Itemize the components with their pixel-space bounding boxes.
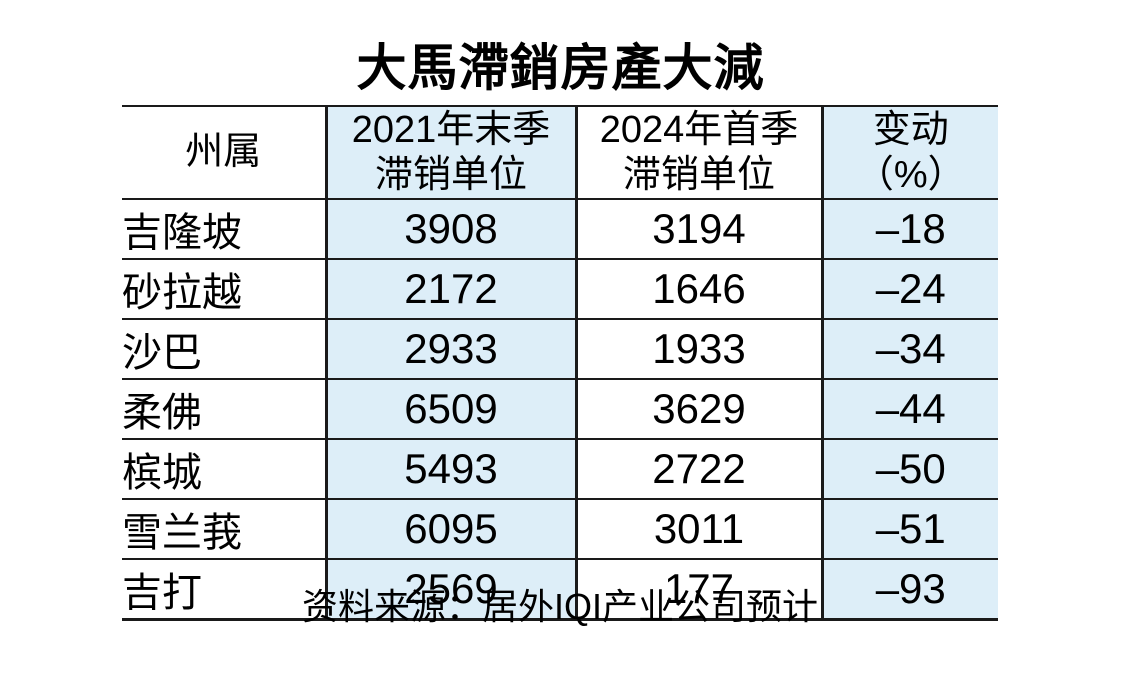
header-2021-line2: 滞销单位 (374, 153, 527, 196)
header-change-line1: 变动 (872, 108, 949, 151)
header-state-cell: 州属 (122, 105, 326, 200)
state-cell: 吉打 (122, 558, 326, 621)
units-2024-cell: 1646 (574, 258, 822, 320)
change-cell: –44 (820, 378, 998, 440)
table-row: 吉打 2569 177 –93 (122, 558, 998, 621)
table-row: 柔佛 6509 3629 –44 (122, 378, 998, 440)
header-2024-line2: 滞销单位 (622, 153, 775, 196)
table-row: 砂拉越 2172 1646 –24 (122, 258, 998, 320)
state-cell: 雪兰莪 (122, 498, 326, 560)
units-2024-cell: 3194 (574, 198, 822, 260)
header-change-cell: 变动 （%） (820, 105, 998, 200)
units-2021-cell: 3908 (324, 198, 576, 260)
change-cell: –18 (820, 198, 998, 260)
page-title: 大馬滯銷房產大減 (356, 40, 765, 96)
units-2021-cell: 2172 (324, 258, 576, 320)
table-row: 吉隆坡 3908 3194 –18 (122, 198, 998, 260)
table-row: 槟城 5493 2722 –50 (122, 438, 998, 500)
header-state-label: 州属 (185, 131, 262, 173)
state-cell: 柔佛 (122, 378, 326, 440)
state-cell: 砂拉越 (122, 258, 326, 320)
header-2021-cell: 2021年末季 滞销单位 (324, 105, 576, 200)
header-2021-line1: 2021年末季 (351, 108, 551, 151)
header-row: 州属 2021年末季 滞销单位 2024年首季 滞销单位 变动 （%） (122, 105, 998, 200)
units-2021-cell: 2933 (324, 318, 576, 380)
units-2024-cell: 1933 (574, 318, 822, 380)
units-2024-cell: 177 (574, 558, 822, 621)
units-2021-cell: 5493 (324, 438, 576, 500)
change-cell: –93 (820, 558, 998, 621)
change-cell: –34 (820, 318, 998, 380)
table-row: 沙巴 2933 1933 –34 (122, 318, 998, 380)
data-table: 州属 2021年末季 滞销单位 2024年首季 滞销单位 变动 （%） 吉隆坡 (122, 105, 998, 621)
units-2021-cell: 6509 (324, 378, 576, 440)
table-row: 雪兰莪 6095 3011 –51 (122, 498, 998, 560)
change-cell: –24 (820, 258, 998, 320)
header-change-line2: （%） (855, 153, 966, 196)
change-cell: –51 (820, 498, 998, 560)
header-2024-cell: 2024年首季 滞销单位 (574, 105, 822, 200)
units-2024-cell: 3629 (574, 378, 822, 440)
units-2024-cell: 2722 (574, 438, 822, 500)
source-note: 资料来源：居外IQI产业公司预计 (301, 586, 818, 627)
state-cell: 沙巴 (122, 318, 326, 380)
header-2024-line1: 2024年首季 (599, 108, 799, 151)
units-2024-cell: 3011 (574, 498, 822, 560)
change-cell: –50 (820, 438, 998, 500)
state-cell: 槟城 (122, 438, 326, 500)
state-cell: 吉隆坡 (122, 198, 326, 260)
units-2021-cell: 2569 (324, 558, 576, 621)
units-2021-cell: 6095 (324, 498, 576, 560)
